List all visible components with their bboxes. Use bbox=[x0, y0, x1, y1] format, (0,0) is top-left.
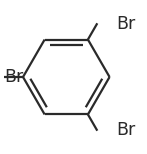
Text: Br: Br bbox=[116, 121, 135, 139]
Text: Br: Br bbox=[4, 68, 24, 86]
Text: Br: Br bbox=[116, 15, 135, 33]
